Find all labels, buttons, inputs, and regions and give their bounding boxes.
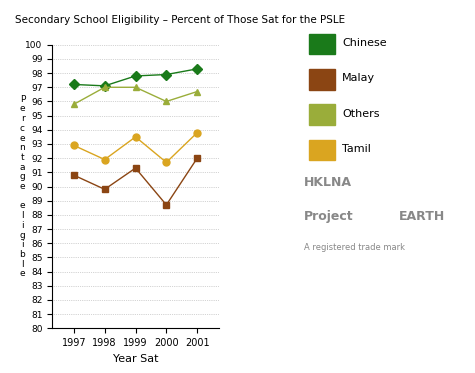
Text: Chinese: Chinese: [342, 38, 387, 48]
Text: Project: Project: [304, 210, 353, 223]
Text: Secondary School Eligibility – Percent of Those Sat for the PSLE: Secondary School Eligibility – Percent o…: [15, 15, 346, 25]
Text: Tamil: Tamil: [342, 144, 371, 154]
Y-axis label: P
e
r
c
e
n
t
a
g
e

e
l
i
g
i
b
l
e: P e r c e n t a g e e l i g i b l e: [19, 95, 25, 278]
Text: HKLNA: HKLNA: [304, 176, 352, 189]
Text: Others: Others: [342, 109, 380, 119]
X-axis label: Year Sat: Year Sat: [113, 354, 158, 364]
Text: A registered trade mark: A registered trade mark: [304, 243, 405, 252]
Text: EARTH: EARTH: [399, 210, 445, 223]
Text: Malay: Malay: [342, 73, 375, 83]
